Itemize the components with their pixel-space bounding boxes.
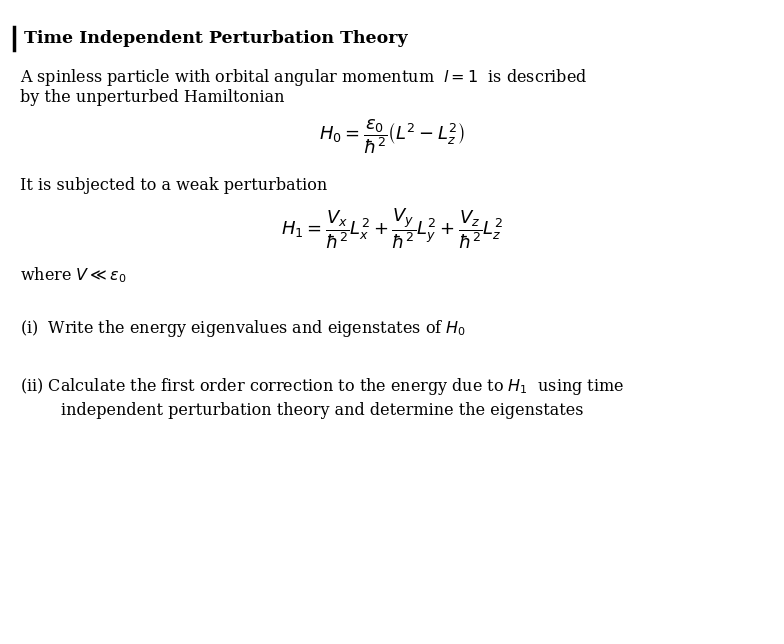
Text: by the unperturbed Hamiltonian: by the unperturbed Hamiltonian xyxy=(20,90,284,106)
Text: (i)  Write the energy eigenvalues and eigenstates of $H_0$: (i) Write the energy eigenvalues and eig… xyxy=(20,318,466,339)
Text: independent perturbation theory and determine the eigenstates: independent perturbation theory and dete… xyxy=(20,402,583,419)
Text: $H_1 = \dfrac{V_x}{\hbar^2}L_x^2 + \dfrac{V_y}{\hbar^2}L_y^2 + \dfrac{V_z}{\hbar: $H_1 = \dfrac{V_x}{\hbar^2}L_x^2 + \dfra… xyxy=(281,206,503,251)
Text: A spinless particle with orbital angular momentum  $l = 1$  is described: A spinless particle with orbital angular… xyxy=(20,67,587,88)
Text: (ii) Calculate the first order correction to the energy due to $H_1$  using time: (ii) Calculate the first order correctio… xyxy=(20,376,624,397)
Text: It is subjected to a weak perturbation: It is subjected to a weak perturbation xyxy=(20,177,327,194)
Text: $H_0 = \dfrac{\varepsilon_0}{\hbar^2}\left(L^2 - L_z^2\right)$: $H_0 = \dfrac{\varepsilon_0}{\hbar^2}\le… xyxy=(319,117,465,156)
Text: where $V \ll \varepsilon_0$: where $V \ll \varepsilon_0$ xyxy=(20,266,126,285)
Text: Time Independent Perturbation Theory: Time Independent Perturbation Theory xyxy=(24,30,407,47)
